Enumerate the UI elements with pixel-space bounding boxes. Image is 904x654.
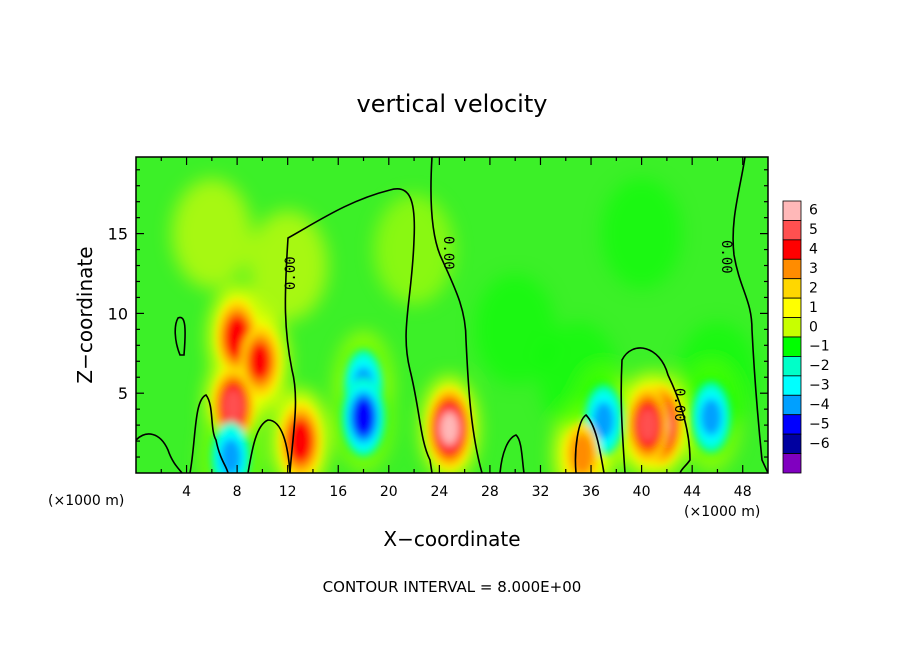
colorbar-label: −6 [809, 436, 830, 452]
y-ticks [136, 169, 768, 458]
colorbar-swatch [782, 433, 802, 454]
field-mark [700, 398, 722, 436]
colorbar-label: 0 [809, 319, 818, 335]
contour-line-b [284, 188, 433, 473]
colorbar-label: 6 [809, 203, 818, 219]
colorbar-label: 2 [809, 280, 818, 296]
x-tick-label: 36 [582, 484, 600, 500]
contour-line-a [174, 316, 186, 356]
colorbar-swatch [782, 297, 802, 318]
x-tick-label: 8 [233, 484, 242, 500]
y-tick-label: 10 [108, 304, 128, 323]
field-sharp [211, 300, 731, 473]
contour-interval-note: CONTOUR INTERVAL = 8.000E+00 [323, 578, 582, 596]
contour-line-g [136, 433, 183, 473]
contour-line-i [574, 413, 605, 473]
contour-labels: 0.00 0.00 0.00 0.00 [283, 236, 734, 422]
x-tick-label: 16 [329, 484, 347, 500]
field-mark [440, 412, 459, 445]
contour-line-c [430, 157, 483, 473]
colorbar-swatch [782, 200, 802, 221]
contour-line-d [732, 157, 768, 473]
colorbar-label: 3 [809, 261, 818, 277]
x-tick-label: 40 [633, 484, 651, 500]
y-tick-labels: 5 10 15 [108, 225, 128, 404]
x-tick-label: 32 [532, 484, 550, 500]
colorbar-swatch [782, 394, 802, 416]
x-tick-label: 24 [430, 484, 448, 500]
colorbar-swatch [782, 278, 802, 299]
colorbar-label: −1 [809, 339, 830, 355]
colorbar-swatch [782, 375, 802, 396]
field-mark [475, 274, 556, 385]
y-tick-label: 15 [108, 225, 128, 244]
plot-area: 0.00 0.00 0.00 0.00 [136, 157, 768, 473]
field-mark [638, 408, 658, 443]
x-unit-left: (×1000 m) [48, 493, 124, 509]
colorbar [782, 200, 802, 474]
contour-line-f [189, 394, 229, 473]
colorbar-swatch [782, 239, 802, 260]
field-mark [220, 438, 242, 473]
field-mark [171, 178, 252, 289]
colorbar-label: 1 [809, 300, 818, 316]
field-mark [223, 388, 243, 423]
y-tick-label: 5 [118, 384, 128, 403]
colorbar-swatch [782, 414, 802, 435]
contour-line-j [499, 434, 525, 473]
colorbar-labels: 6 5 4 3 2 1 0 −1 −2 −3 −4 −5 −6 [809, 203, 830, 452]
colorbar-label: 4 [809, 242, 818, 258]
x-ticks [160, 157, 744, 473]
contour-label: 0.00 [283, 256, 299, 290]
x-tick-label: 4 [182, 484, 191, 500]
contour-label: 0.00 [718, 240, 734, 274]
contour-label: 0.00 [440, 236, 456, 270]
contour-line-h [247, 419, 291, 473]
colorbar-swatch [782, 336, 802, 357]
plot-frame [135, 156, 769, 474]
colorbar-label: −2 [809, 358, 830, 374]
colorbar-swatch [782, 453, 802, 474]
x-tick-labels: 4 8 12 16 20 24 28 32 36 40 44 48 [182, 484, 752, 500]
chart-title: vertical velocity [357, 90, 548, 118]
x-unit-right: (×1000 m) [684, 504, 760, 520]
field-mark [247, 210, 328, 321]
colorbar-swatch [782, 220, 802, 241]
contour-line-e [620, 347, 691, 473]
zero-contours [136, 157, 768, 473]
x-tick-label: 28 [481, 484, 499, 500]
colorbar-swatch [782, 258, 802, 280]
x-tick-label: 12 [279, 484, 297, 500]
y-axis-label: Z−coordinate [73, 246, 97, 383]
x-tick-label: 20 [380, 484, 398, 500]
colorbar-label: −5 [809, 416, 830, 432]
x-axis-label: X−coordinate [383, 527, 520, 551]
contour-label: 0.00 [671, 388, 687, 422]
colorbar-swatch [782, 356, 802, 377]
field-mark [249, 342, 271, 380]
colorbar-label: −4 [809, 397, 830, 413]
colorbar-label: −3 [809, 378, 830, 394]
field-mark [352, 397, 375, 437]
field-mark [570, 433, 594, 473]
x-tick-label: 44 [683, 484, 701, 500]
x-tick-label: 48 [734, 484, 752, 500]
field-mark [601, 178, 682, 289]
colorbar-label: 5 [809, 222, 818, 238]
field-mark [593, 401, 615, 439]
colorbar-swatch [782, 317, 802, 338]
